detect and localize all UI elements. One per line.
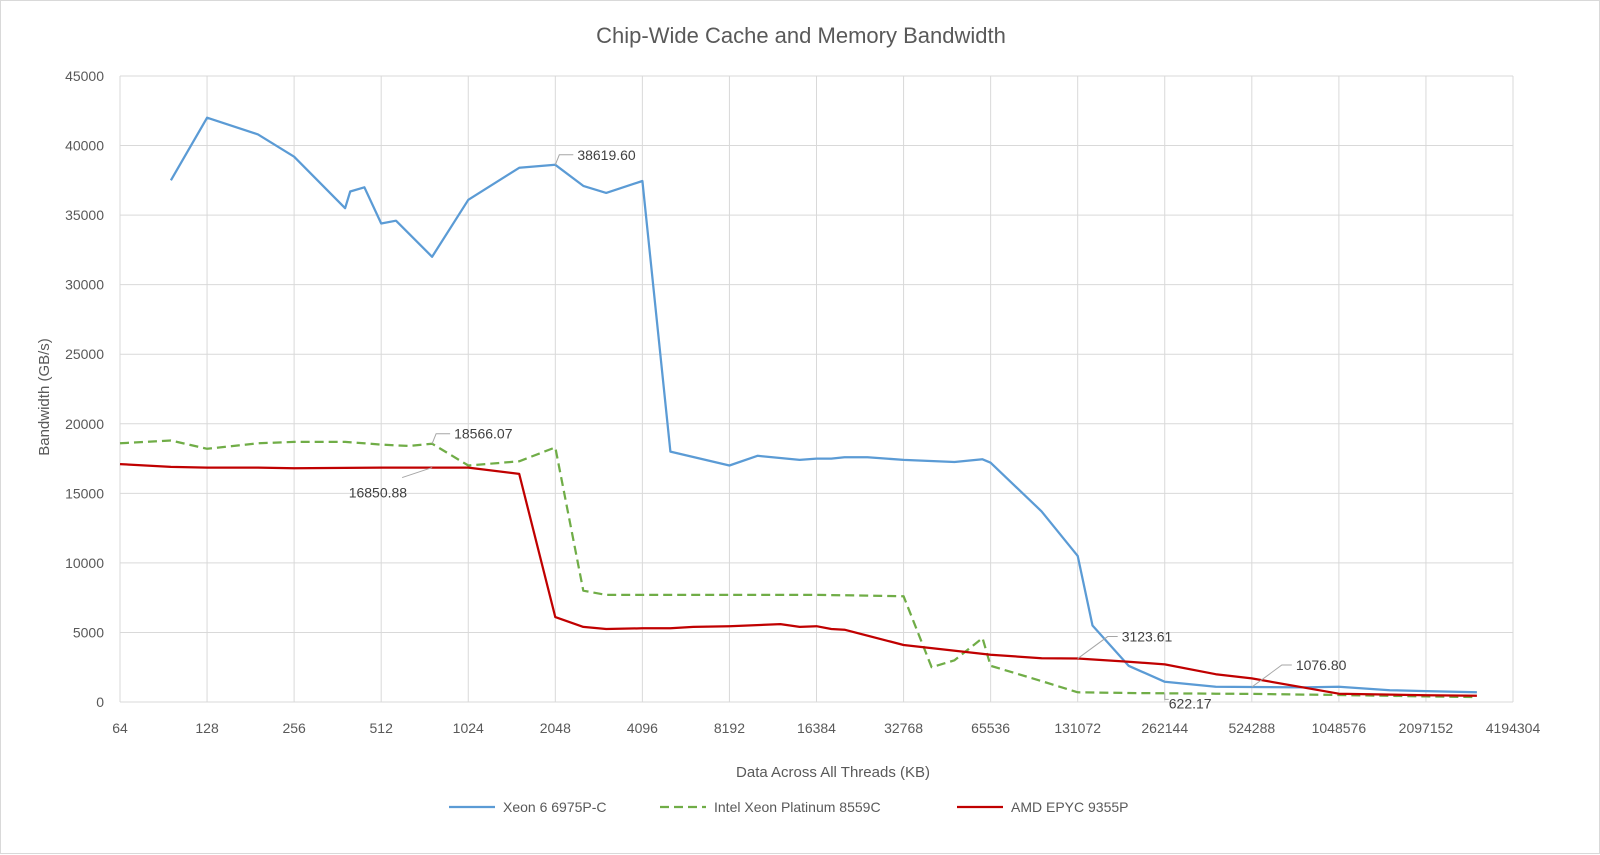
- y-tick-label: 15000: [65, 485, 104, 501]
- annotation-label: 3123.61: [1122, 629, 1173, 645]
- y-tick-label: 20000: [65, 416, 104, 432]
- annotation-leader: [1251, 664, 1292, 688]
- x-tick-label: 2048: [540, 720, 571, 736]
- annotation-label: 38619.60: [577, 147, 636, 163]
- x-tick-label: 512: [370, 720, 394, 736]
- series-line-1: [169, 116, 1477, 694]
- legend-label-2: Intel Xeon Platinum 8559C: [714, 799, 881, 815]
- x-tick-label: 131072: [1054, 720, 1101, 736]
- legend-label-1: Xeon 6 6975P-C: [503, 799, 607, 815]
- chart-title: Chip-Wide Cache and Memory Bandwidth: [596, 23, 1006, 48]
- series-line-2: [119, 439, 1477, 699]
- annotation-label: 16850.88: [349, 485, 408, 501]
- legend: Xeon 6 6975P-C Intel Xeon Platinum 8559C A…: [449, 799, 1129, 815]
- x-axis-label: Data Across All Threads (KB): [736, 764, 930, 781]
- x-tick-label: 8192: [714, 720, 745, 736]
- data-annotations: 38619.60 18566.07 16850.88 3123.61 622.17 107…: [349, 147, 1347, 712]
- y-tick-label: 45000: [65, 68, 104, 84]
- x-tick-label: 32768: [884, 720, 923, 736]
- x-axis-ticks: 64 128 256 512 1024 2048 4096 8192 16384 32768 655…: [112, 720, 1540, 736]
- y-tick-label: 0: [96, 694, 104, 710]
- x-tick-label: 524288: [1228, 720, 1275, 736]
- annotation-label: 622.17: [1169, 695, 1212, 711]
- x-tick-label: 128: [195, 720, 219, 736]
- annotation-leader: [1164, 693, 1169, 700]
- annotation-label: 1076.80: [1296, 657, 1347, 673]
- x-tick-label: 16384: [797, 720, 836, 736]
- y-tick-label: 30000: [65, 277, 104, 293]
- y-axis-ticks: 0 5000 10000 15000 20000 25000 30000 35000 40000…: [65, 68, 104, 710]
- x-tick-label: 2097152: [1399, 720, 1454, 736]
- y-tick-label: 25000: [65, 346, 104, 362]
- x-tick-label: 4194304: [1486, 720, 1541, 736]
- annotation-label: 18566.07: [454, 426, 513, 442]
- series-line-3: [119, 462, 1477, 697]
- series-lines: [119, 116, 1477, 699]
- legend-label-3: AMD EPYC 9355P: [1011, 799, 1129, 815]
- y-tick-label: 40000: [65, 138, 104, 154]
- annotation-leader: [554, 154, 574, 165]
- x-tick-label: 1048576: [1312, 720, 1367, 736]
- annotation-leader: [1077, 636, 1118, 659]
- grid: [119, 75, 1514, 703]
- y-tick-label: 35000: [65, 207, 104, 223]
- x-tick-label: 262144: [1141, 720, 1188, 736]
- x-tick-label: 64: [112, 720, 128, 736]
- x-tick-label: 65536: [971, 720, 1010, 736]
- y-tick-label: 10000: [65, 555, 104, 571]
- x-tick-label: 1024: [453, 720, 484, 736]
- y-tick-label: 5000: [73, 624, 104, 640]
- annotation-leader: [431, 433, 451, 444]
- annotation-leader: [401, 467, 433, 479]
- x-tick-label: 4096: [627, 720, 658, 736]
- x-tick-label: 256: [282, 720, 306, 736]
- y-axis-label: Bandwidth (GB/s): [36, 338, 53, 456]
